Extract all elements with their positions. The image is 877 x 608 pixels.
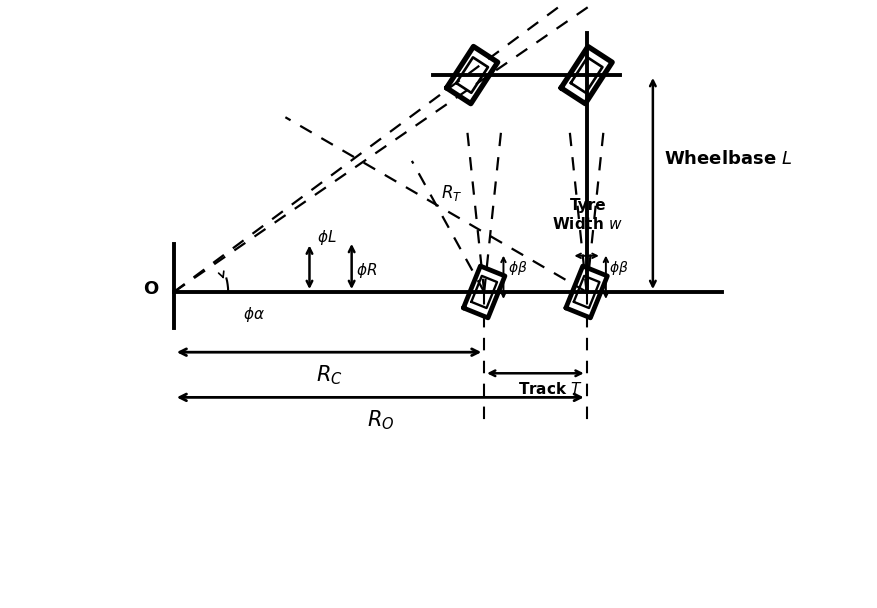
Text: $\phi\alpha$: $\phi\alpha$ <box>243 305 265 324</box>
Text: Wheelbase $L$: Wheelbase $L$ <box>663 150 791 168</box>
Text: Track $T$: Track $T$ <box>517 381 582 396</box>
Text: O: O <box>144 280 159 298</box>
Text: Tyre
Width $w$: Tyre Width $w$ <box>552 198 623 232</box>
Text: $\phi\beta$: $\phi\beta$ <box>508 259 527 277</box>
Text: $R_T$: $R_T$ <box>440 184 461 204</box>
Text: $\phi\beta$: $\phi\beta$ <box>608 259 628 277</box>
Text: $R_C$: $R_C$ <box>316 363 342 387</box>
Text: $R_O$: $R_O$ <box>366 408 394 432</box>
Text: $\phi R$: $\phi R$ <box>356 261 377 280</box>
Text: $\phi L$: $\phi L$ <box>317 228 336 247</box>
